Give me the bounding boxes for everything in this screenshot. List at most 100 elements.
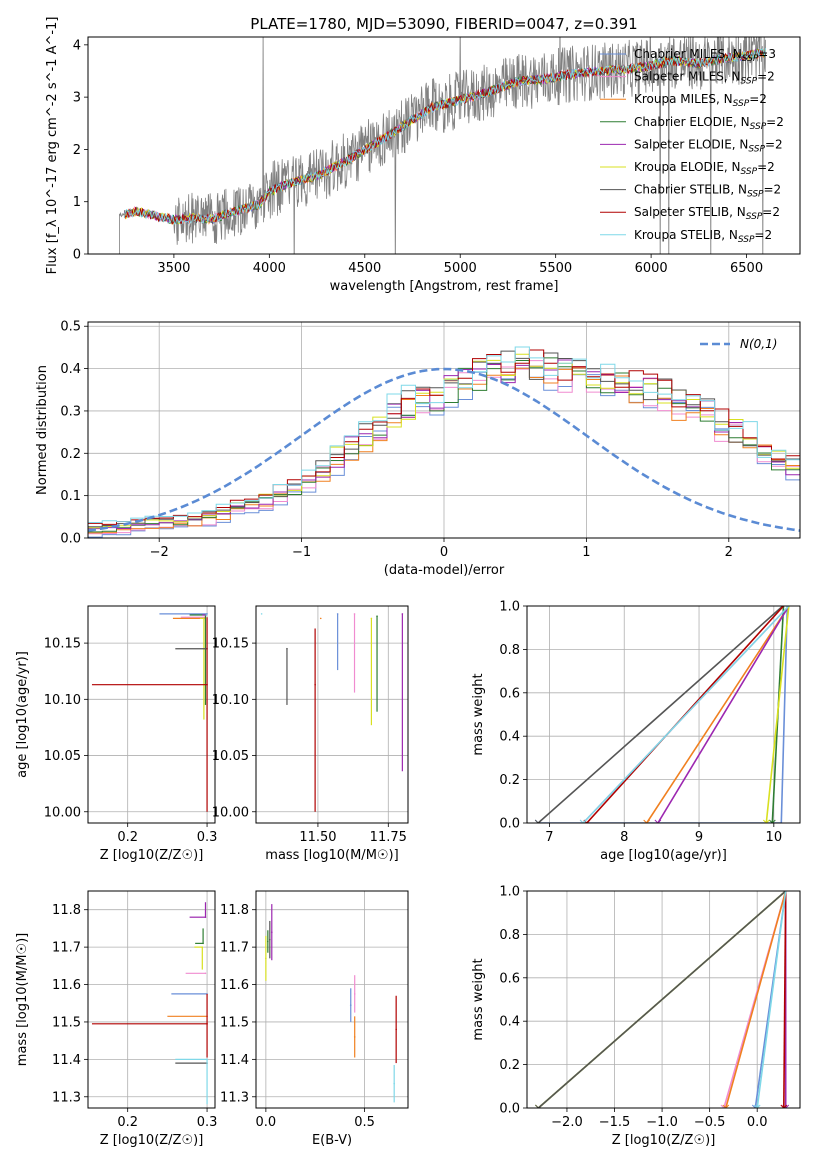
plot-area <box>535 891 790 1108</box>
y-tick-label: 11.6 <box>52 978 81 993</box>
x-tick-label: 0.2 <box>117 1115 138 1130</box>
legend-subscript: SSP <box>742 54 759 64</box>
cumulative-line-2 <box>725 891 787 1108</box>
y-axis-label: mass [log10(M/M☉)] <box>15 933 30 1066</box>
x-tick-label: 6000 <box>635 261 668 276</box>
legend-subscript: SSP <box>748 144 765 154</box>
legend-label-3: Chabrier ELODIE, NSSP=2 <box>634 115 784 132</box>
cumulative-line-7 <box>783 891 787 1108</box>
legend-label-1: Salpeter MILES, NSSP=2 <box>634 70 775 87</box>
chart-cumulative-mass-weight-vs-age: 7 8 9 10 0.0 0.2 0.4 0.6 0.8 1.0 age [log10(age/yr… <box>471 600 801 863</box>
x-tick-label: 0.0 <box>256 1115 277 1130</box>
y-tick-label: 1.0 <box>499 885 520 900</box>
x-axis-label: (data-model)/error <box>384 563 505 578</box>
y-tick-label: 11.5 <box>52 1015 81 1030</box>
legend-count: =2 <box>766 115 784 129</box>
x-axis-label: wavelength [Angstrom, rest frame] <box>330 279 559 294</box>
y-axis-label: Flux [f_λ 10^-17 erg cm^-2 s^-1 A^-1] <box>45 17 60 275</box>
y-tick-label: 11.3 <box>52 1090 81 1105</box>
legend-subscript: SSP <box>741 77 758 87</box>
x-axis-label: Z [log10(Z/Z☉)] <box>612 1133 716 1148</box>
legend-count: =2 <box>757 70 775 84</box>
data-point-4 <box>204 916 207 918</box>
plot-area <box>265 904 397 1103</box>
start-marker-4 <box>654 819 662 823</box>
y-tick-label: 3 <box>73 91 81 106</box>
legend-label-4: Salpeter ELODIE, NSSP=2 <box>634 137 783 154</box>
legend-label-normal: N(0,1) <box>740 337 777 351</box>
x-tick-label: 11.75 <box>370 830 407 845</box>
y-tick-label: 2 <box>73 143 81 158</box>
plot-area <box>88 346 800 538</box>
x-tick-label: 3500 <box>157 261 190 276</box>
legend-count: =2 <box>762 205 780 219</box>
data-point-7 <box>314 683 316 686</box>
data-point-6 <box>286 647 288 650</box>
data-point-2 <box>319 617 322 620</box>
x-tick-label: 0.3 <box>197 830 218 845</box>
histogram-step-3 <box>88 357 800 533</box>
histogram-step-0 <box>88 362 800 538</box>
x-tick-label: 4000 <box>253 261 286 276</box>
start-marker-5 <box>762 819 770 823</box>
y-tick-label: 0.2 <box>499 1058 520 1073</box>
y-tick-label: 0.6 <box>499 971 520 986</box>
data-point-4 <box>401 613 404 615</box>
legend-name: Kroupa MILES, N <box>634 92 733 106</box>
y-axis-label: mass weight <box>471 958 486 1040</box>
start-marker-8 <box>579 819 587 823</box>
legend-count: =2 <box>764 183 782 197</box>
x-tick-label: −1.5 <box>599 1115 631 1130</box>
legend-subscript: SSP <box>738 235 755 245</box>
legend-name: Kroupa ELODIE, N <box>634 160 741 174</box>
y-tick-label: 0.8 <box>499 643 520 658</box>
data-point-4 <box>270 931 273 933</box>
plot-area <box>91 902 208 1105</box>
x-axis-label: E(B-V) <box>312 1133 352 1148</box>
legend-name: Chabrier STELIB, N <box>634 183 747 197</box>
axes-frame <box>255 605 409 824</box>
x-tick-label: 4500 <box>348 261 381 276</box>
x-tick-label: 6500 <box>730 261 763 276</box>
x-axis-label: Z [log10(Z/Z☉)] <box>100 1133 204 1148</box>
y-tick-label: 11.7 <box>220 941 249 956</box>
y-tick-label: 1 <box>73 195 81 210</box>
x-axis-label: Z [log10(Z/Z☉)] <box>100 848 204 863</box>
y-tick-label: 11.5 <box>220 1015 249 1030</box>
x-tick-label: 7 <box>545 830 553 845</box>
data-point-3 <box>202 942 204 945</box>
legend-subscript: SSP <box>746 212 763 222</box>
chart-cumulative-mass-weight-vs-metallicity: −2.0 −1.5 −1.0 −0.5 0.0 0.0 0.2 0.4 0.6 0.8 1.0 Z [… <box>471 885 801 1148</box>
y-tick-label: 11.7 <box>52 941 81 956</box>
data-point-8 <box>206 1058 208 1061</box>
y-axis-label: age [log10(age/yr)] <box>15 651 30 778</box>
axes-frame <box>87 36 801 255</box>
y-axis-label: mass weight <box>471 673 486 755</box>
chart-spectrum: 3500 4000 4500 5000 5500 6000 6500 0 1 2 3 4 wavelen… <box>45 17 801 294</box>
y-tick-label: 10.00 <box>212 805 249 820</box>
y-tick-label: 10.00 <box>44 805 81 820</box>
legend-name: Salpeter MILES, N <box>634 70 741 84</box>
data-point-3 <box>267 940 269 943</box>
x-tick-label: 1 <box>582 545 590 560</box>
legend-label-8: Kroupa STELIB, NSSP=2 <box>634 228 772 245</box>
data-point-1 <box>353 993 356 995</box>
y-tick-label: 11.4 <box>52 1053 81 1068</box>
axes-frame <box>526 890 801 1109</box>
chart-mass-vs-ebv: 0.0 0.5 11.3 11.4 11.5 11.6 11.7 11.8 E(B-V) <box>220 890 409 1148</box>
chart-age-vs-metallicity: 0.2 0.3 10.00 10.05 10.10 10.15 Z [log10(Z/Z☉)… <box>15 605 218 863</box>
cumulative-line-8 <box>582 606 790 823</box>
data-point-8 <box>260 613 263 615</box>
x-axis-label: age [log10(age/yr)] <box>600 848 727 863</box>
legend-subscript: SSP <box>733 99 750 109</box>
data-point-1 <box>353 613 356 615</box>
y-tick-label: 0.0 <box>60 532 81 547</box>
x-tick-label: 10 <box>766 830 783 845</box>
x-tick-label: −2.0 <box>551 1115 583 1130</box>
y-tick-label: 10.05 <box>44 749 81 764</box>
y-tick-label: 4 <box>73 38 81 53</box>
y-tick-label: 11.6 <box>220 978 249 993</box>
x-tick-label: −1 <box>292 545 311 560</box>
legend-subscript: SSP <box>741 167 758 177</box>
data-point-5 <box>370 617 373 620</box>
